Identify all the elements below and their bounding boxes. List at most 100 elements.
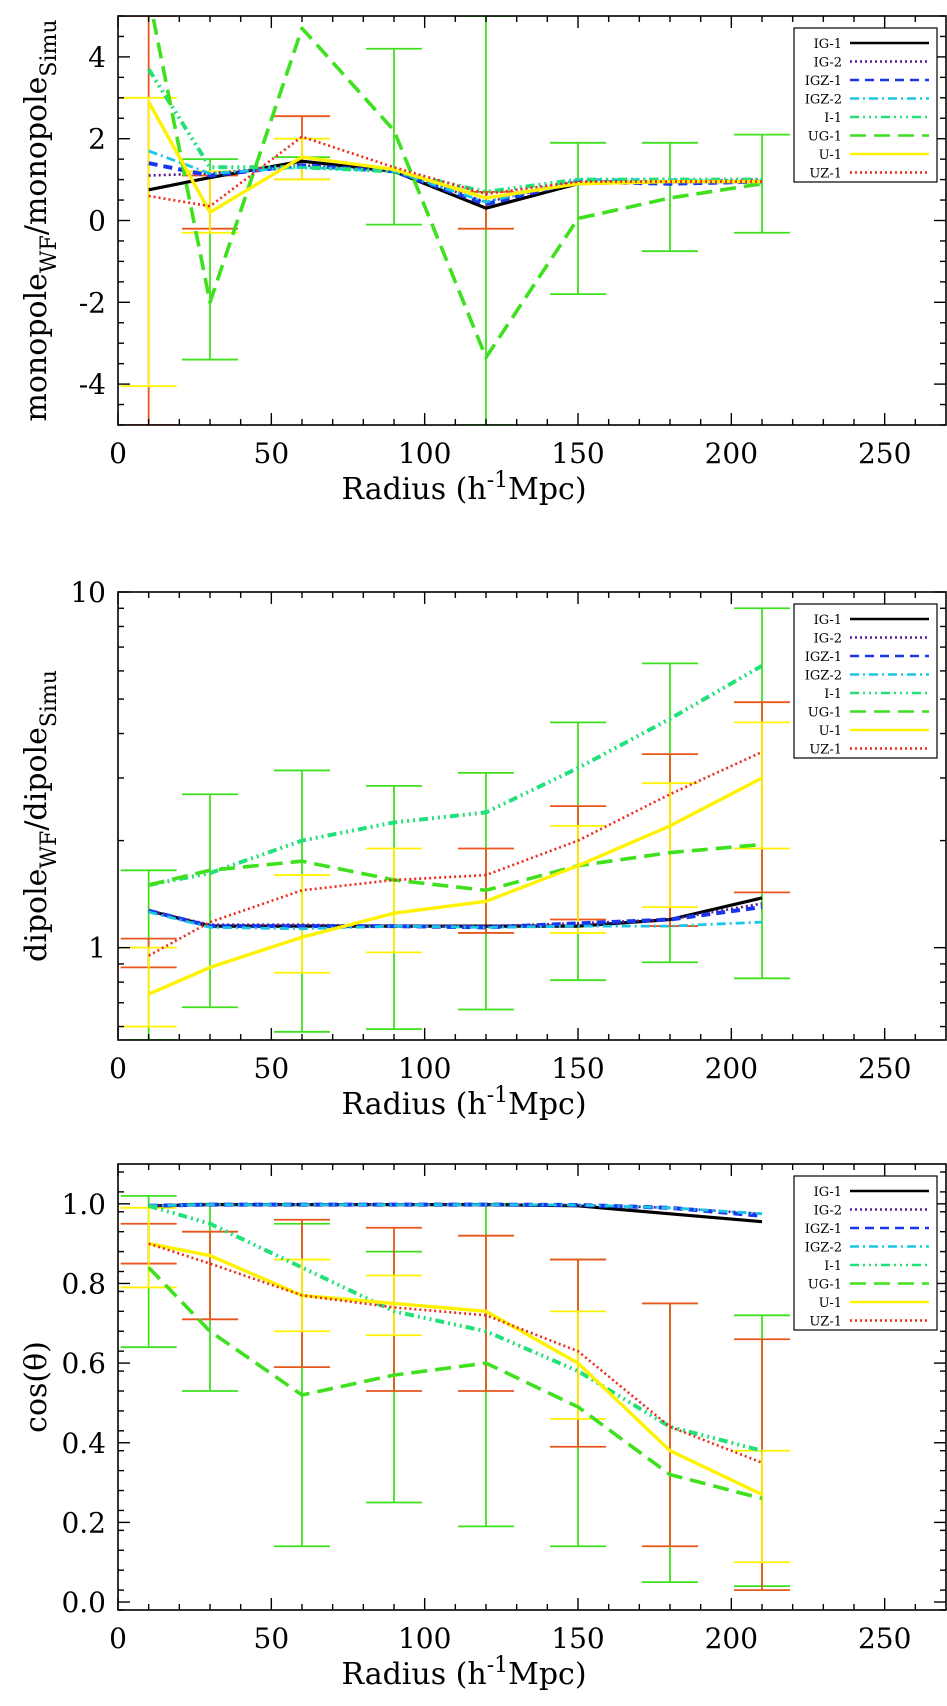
x-tick-label: 100 (398, 1622, 451, 1655)
x-tick-label: 100 (398, 1052, 451, 1085)
panel-1: 0 50 100 150 200 250 -4 -2 0 2 4 Radius (h-1Mpc) mon… (19, 15, 947, 507)
legend-label: U-1 (819, 148, 842, 163)
legend-label: UG-1 (808, 1278, 842, 1293)
y-tick-label: 4 (88, 41, 106, 74)
x-tick-label: 250 (858, 1052, 911, 1085)
x-tick-label: 0 (109, 1052, 127, 1085)
series-line-u-1 (148, 776, 763, 996)
error-bar (366, 47, 422, 226)
series-line-i-1 (148, 1203, 763, 1453)
y-tick-label: 0 (88, 205, 106, 238)
legend-box (793, 1175, 938, 1331)
legend-label: IG-2 (814, 1204, 842, 1219)
legend-label: IG-1 (814, 37, 842, 52)
x-tick-label: 50 (254, 437, 290, 470)
x-axis-title: Radius (h-1Mpc) (341, 468, 586, 507)
x-tick-label: 200 (705, 437, 758, 470)
legend-label: IG-1 (814, 1185, 842, 1200)
series-line-ug-1 (147, 1266, 763, 1501)
y-tick-label: 0.0 (61, 1586, 106, 1619)
series-line-uz-1 (148, 1242, 763, 1464)
error-bar (366, 847, 422, 954)
legend-label: IGZ-1 (805, 1222, 842, 1237)
legend-label: IG-2 (814, 632, 842, 647)
panel-3: 0 50 100 150 200 250 0.0 0.2 0.4 0.6 0.8 1.0 Radius … (19, 1163, 947, 1692)
legend: IG-1 IG-2 IGZ-1 IGZ-2 I-1 UG-1 U-1 UZ-1 (793, 603, 938, 759)
legend: IG-1 IG-2 IGZ-1 IGZ-2 I-1 UG-1 U-1 UZ-1 (793, 27, 938, 183)
legend-label: UG-1 (808, 706, 842, 721)
x-tick-label: 200 (705, 1052, 758, 1085)
legend-label: IGZ-1 (805, 650, 842, 665)
series-line-uz-1 (148, 135, 762, 208)
panel-2: 0 50 100 150 200 250 1 10 Radius (h-1Mpc) dipoleW… (19, 576, 947, 1122)
x-tick-label: 100 (398, 437, 451, 470)
y-tick-label: 1 (88, 932, 106, 965)
series-line-ug-1 (150, 16, 763, 360)
legend-label: I-1 (824, 687, 842, 702)
error-bar (182, 793, 238, 1009)
x-tick-label: 250 (858, 437, 911, 470)
legend-label: U-1 (819, 1296, 842, 1311)
legend-label: U-1 (819, 724, 842, 739)
x-tick-label: 150 (551, 437, 604, 470)
legend-label: IGZ-2 (805, 93, 842, 108)
y-tick-label: 0.6 (61, 1347, 106, 1380)
series-line-igz-2 (148, 1203, 763, 1216)
legend-label: UZ-1 (809, 1315, 842, 1330)
plot-area (120, 607, 790, 1040)
error-bar (734, 133, 790, 234)
series-line-u-1 (147, 101, 762, 215)
legend-box (793, 27, 938, 183)
series-line-ug-1 (148, 842, 763, 893)
error-bar (734, 721, 790, 850)
error-bar (642, 141, 698, 253)
error-bar (274, 137, 330, 181)
legend-label: IGZ-2 (805, 1241, 842, 1256)
y-tick-label: -2 (79, 286, 106, 319)
x-tick-label: 50 (254, 1622, 290, 1655)
legend-label: UG-1 (808, 130, 842, 145)
y-tick-label: -4 (79, 368, 106, 401)
error-bar (366, 1274, 422, 1337)
plot-area (120, 16, 790, 425)
y-axis-title: dipoleWF/dipoleSimu (19, 670, 62, 962)
y-tick-label: 0.2 (61, 1506, 106, 1539)
error-bar (120, 96, 177, 388)
x-tick-label: 0 (109, 437, 127, 470)
series-line-i-1 (148, 664, 763, 887)
error-bar (642, 782, 698, 909)
x-tick-label: 0 (109, 1622, 127, 1655)
error-bar (734, 1449, 790, 1564)
x-tick-label: 200 (705, 1622, 758, 1655)
error-bar (458, 1234, 514, 1392)
legend-label: I-1 (824, 111, 842, 126)
legend: IG-1 IG-2 IGZ-1 IGZ-2 I-1 UG-1 U-1 UZ-1 (793, 1175, 938, 1331)
y-axis-title: cos(θ) (19, 1341, 54, 1433)
error-bar (550, 824, 606, 934)
legend-label: IGZ-2 (805, 669, 842, 684)
error-bar (182, 1230, 238, 1321)
legend-box (793, 603, 938, 759)
axes-frame (117, 1163, 947, 1611)
plot-area (120, 1194, 790, 1591)
series-line-u-1 (148, 1241, 763, 1497)
y-axis-title: monopoleWF/monopoleSimu (19, 19, 62, 421)
x-axis-title: Radius (h-1Mpc) (341, 1083, 586, 1122)
legend-label: UZ-1 (809, 167, 842, 182)
x-tick-label: 250 (858, 1622, 911, 1655)
series-line-i-1 (147, 68, 762, 194)
legend-label: UZ-1 (809, 743, 842, 758)
legend-label: IGZ-1 (805, 74, 842, 89)
y-tick-label: 1.0 (61, 1188, 106, 1221)
legend-label: I-1 (824, 1259, 842, 1274)
y-tick-label: 10 (70, 576, 106, 609)
legend-label: IG-2 (814, 56, 842, 71)
y-tick-label: 2 (88, 123, 106, 156)
y-tick-label: 0.4 (61, 1427, 106, 1460)
error-bar (550, 141, 606, 296)
legend-label: IG-1 (814, 613, 842, 628)
error-bar (642, 1302, 698, 1548)
x-tick-label: 50 (254, 1052, 290, 1085)
series-line-uz-1 (148, 750, 763, 957)
